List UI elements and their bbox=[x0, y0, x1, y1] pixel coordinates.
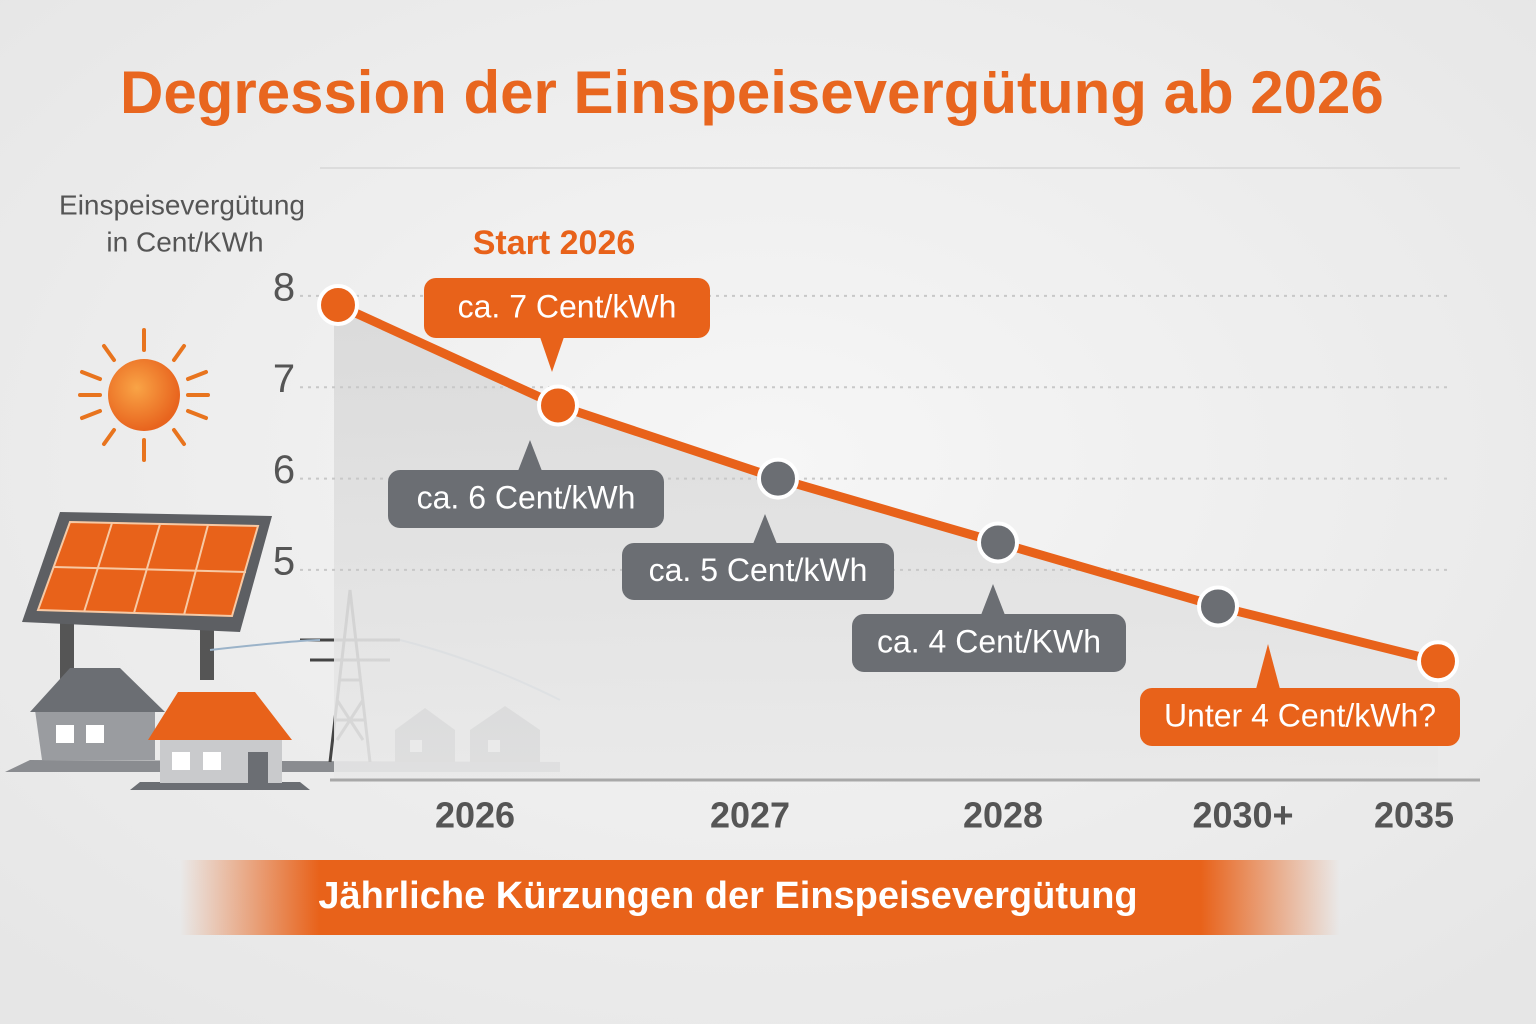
callout-text: ca. 5 Cent/kWh bbox=[649, 552, 868, 588]
callout-box bbox=[424, 278, 710, 338]
x-tick-label: 2028 bbox=[963, 795, 1043, 836]
callout-box bbox=[852, 614, 1126, 672]
callout-text: ca. 4 Cent/KWh bbox=[877, 623, 1101, 659]
callout-box bbox=[622, 543, 894, 600]
callout-pointer bbox=[540, 337, 564, 372]
point bbox=[317, 284, 359, 327]
callout-text: ca. 7 Cent/kWh bbox=[458, 288, 677, 324]
y-axis-label: in Cent/KWh bbox=[106, 226, 263, 257]
callout-box bbox=[1140, 688, 1460, 746]
callout: ca. 7 Cent/kWh bbox=[424, 278, 710, 372]
point bbox=[1417, 640, 1459, 683]
callout: ca. 4 Cent/KWh bbox=[852, 584, 1126, 672]
start-label: Start 2026 bbox=[473, 224, 636, 262]
point bbox=[977, 521, 1019, 564]
x-tick-label: 2030+ bbox=[1192, 795, 1293, 836]
callout-pointer bbox=[1256, 644, 1280, 689]
y-tick-label: 7 bbox=[273, 357, 295, 401]
point bbox=[537, 384, 579, 427]
callout-pointer bbox=[518, 440, 542, 471]
subtitle-band bbox=[180, 860, 1340, 935]
chart-title: Degression der Einspeisevergütung ab 202… bbox=[120, 59, 1384, 126]
y-axis-label: Einspeisevergütung bbox=[59, 189, 305, 220]
callout-text: Unter 4 Cent/kWh? bbox=[1164, 697, 1436, 733]
point bbox=[757, 457, 799, 500]
callout: ca. 5 Cent/kWh bbox=[622, 514, 894, 600]
callout-box bbox=[388, 470, 664, 528]
callout: Unter 4 Cent/kWh? bbox=[1140, 644, 1460, 746]
point bbox=[1197, 585, 1239, 628]
x-tick-label: 2035 bbox=[1374, 795, 1454, 836]
callout: ca. 6 Cent/kWh bbox=[388, 440, 664, 528]
x-tick-label: 2027 bbox=[710, 795, 790, 836]
x-tick-label: 2026 bbox=[435, 795, 515, 836]
subtitle: Jährliche Kürzungen der Einspeisevergütu… bbox=[318, 875, 1137, 917]
y-tick-label: 5 bbox=[273, 539, 295, 583]
line bbox=[336, 300, 1440, 666]
y-tick-label: 6 bbox=[273, 448, 295, 492]
y-tick-label: 8 bbox=[273, 265, 295, 309]
callout-pointer bbox=[981, 584, 1005, 615]
illustration bbox=[5, 328, 561, 790]
callout-text: ca. 6 Cent/kWh bbox=[417, 479, 636, 515]
callout-pointer bbox=[753, 514, 777, 544]
